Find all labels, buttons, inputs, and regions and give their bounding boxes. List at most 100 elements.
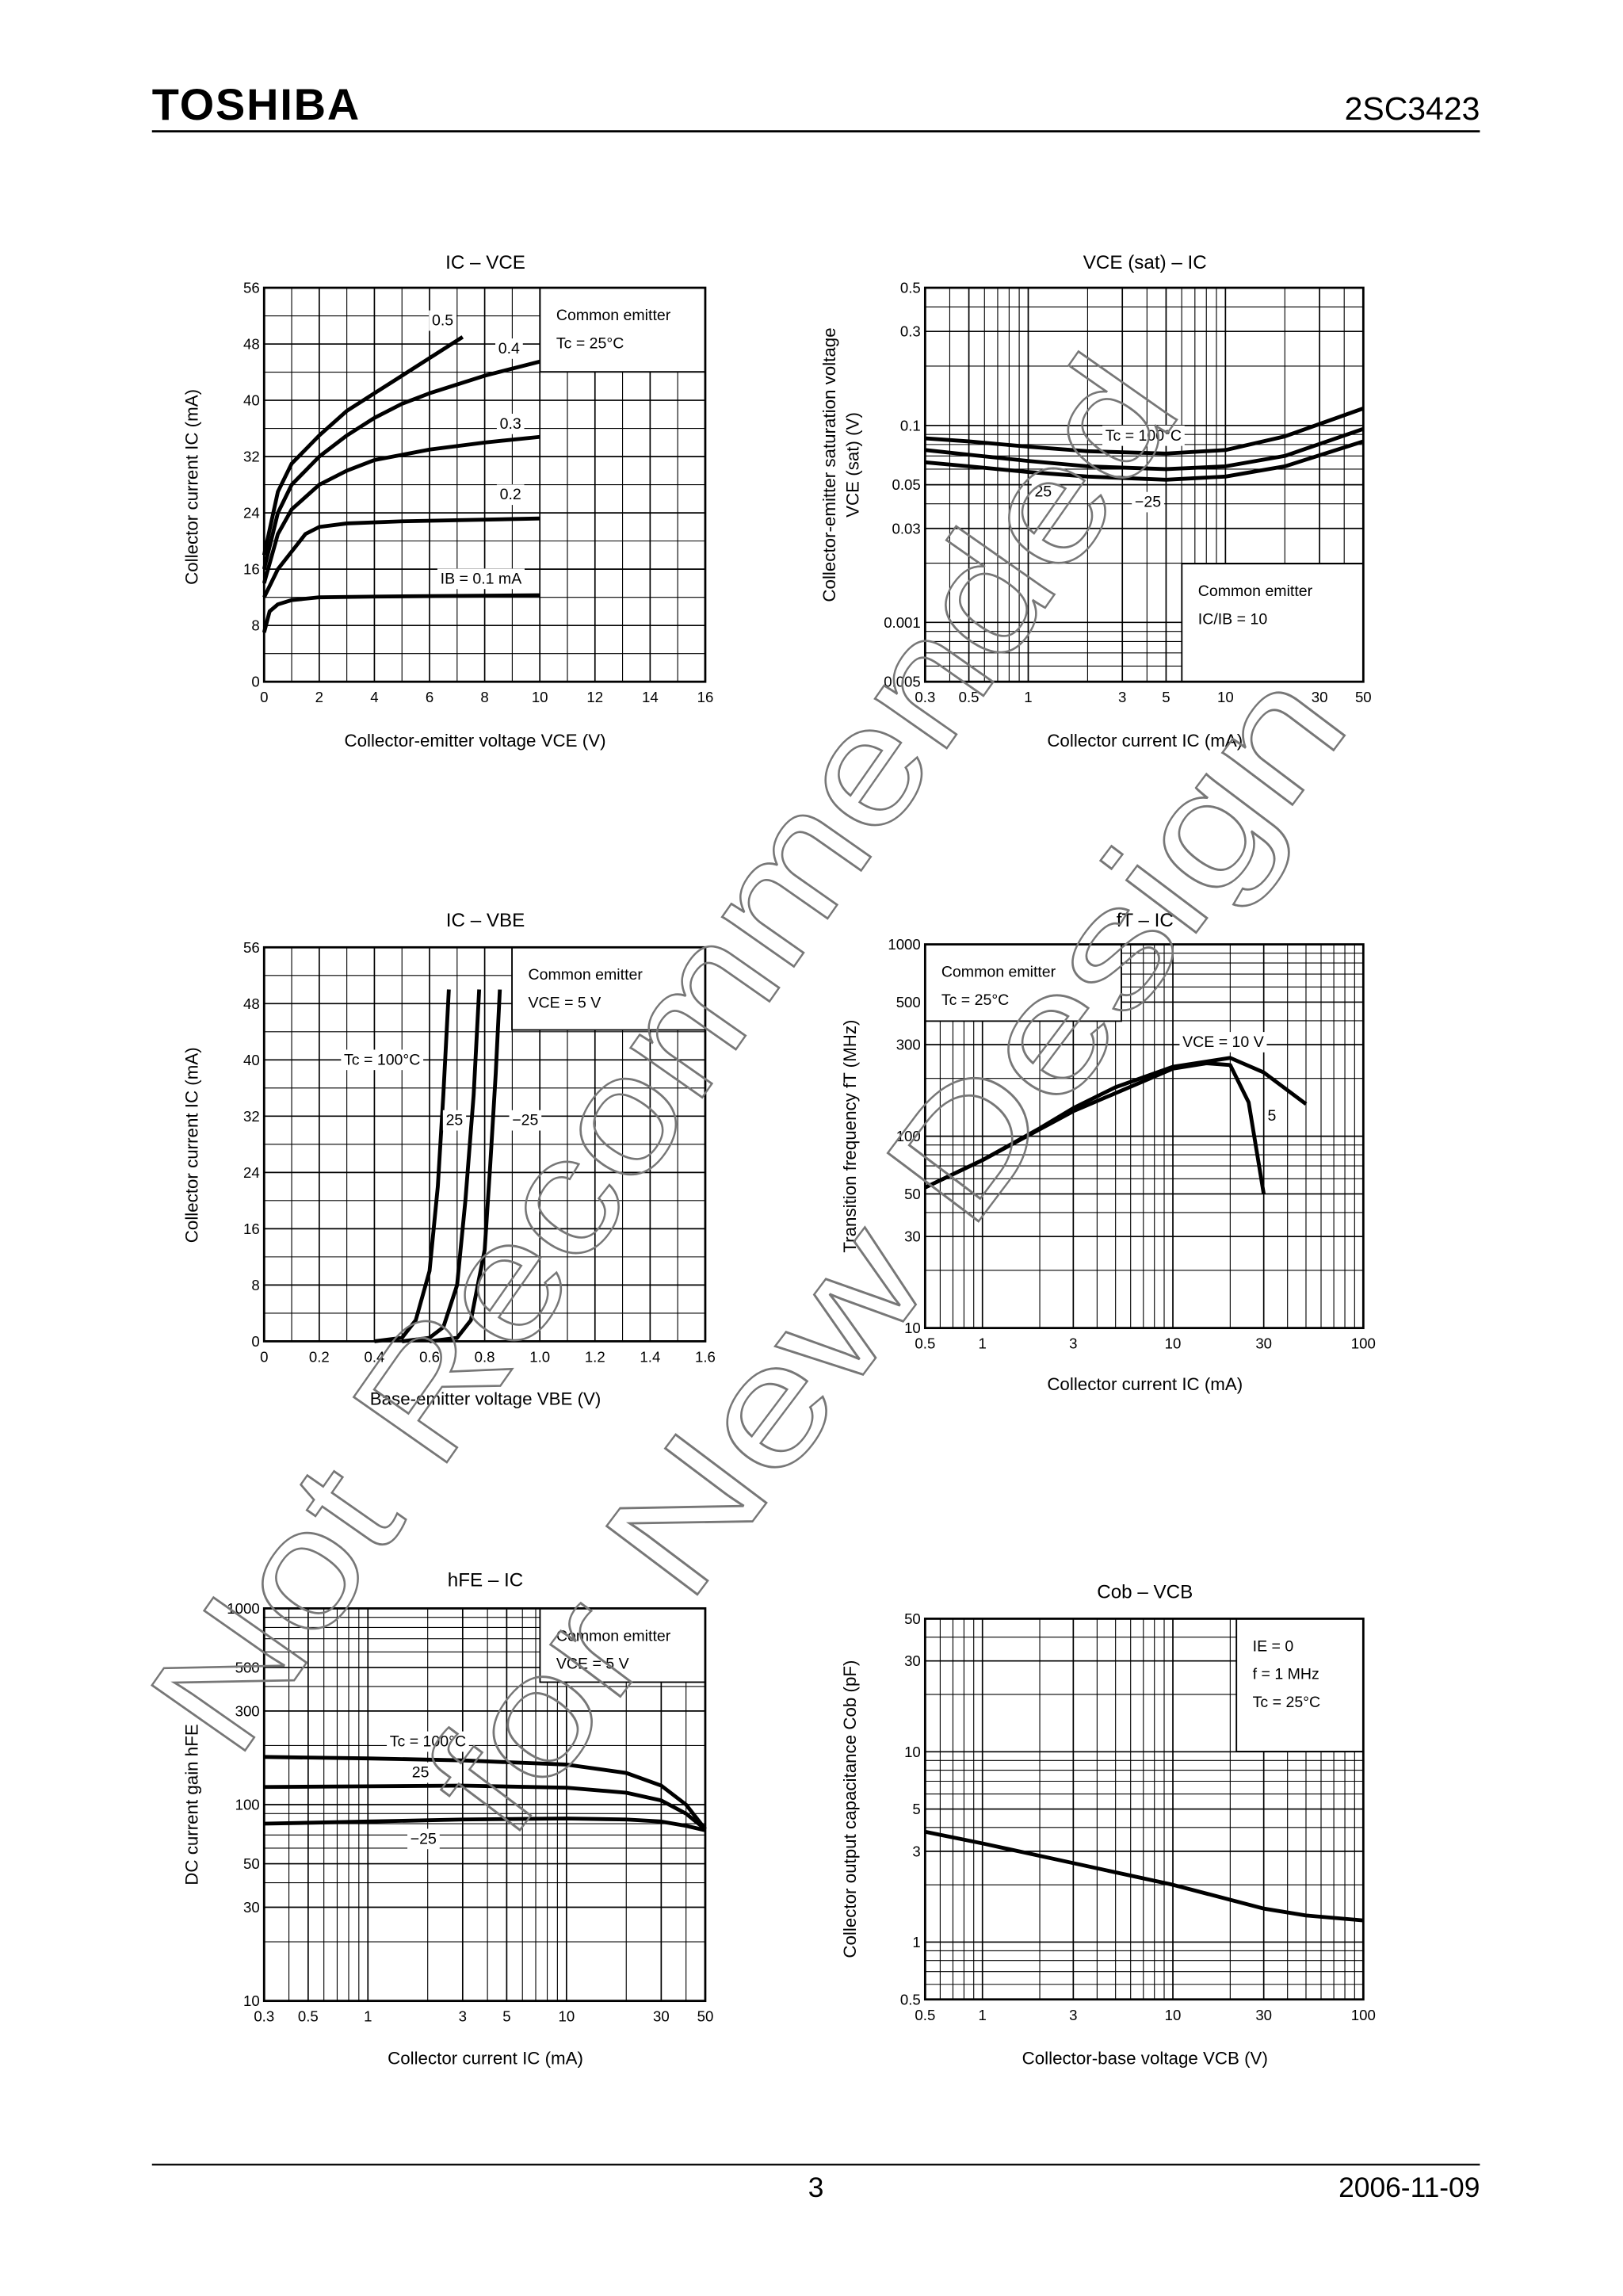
x-tick-label: 10 (558, 2008, 575, 2025)
curve (925, 426, 1365, 472)
x-tick-label: 10 (1165, 1335, 1182, 1352)
curve-label-bg (409, 1762, 433, 1783)
x-tick-label: 12 (586, 689, 603, 705)
y-tick-label: 0 (251, 1333, 259, 1350)
y-tick-label: 10 (904, 1320, 921, 1336)
curve-label: 5 (1267, 1107, 1276, 1125)
curve-label: −25 (1135, 494, 1161, 511)
curve-label-bg (496, 414, 525, 434)
y-tick-label: 0 (251, 674, 259, 690)
annotation: IC/IB = 10 (1198, 611, 1268, 628)
y-tick-label: 30 (904, 1652, 921, 1669)
curve-label-bg (1031, 481, 1056, 502)
y-tick-label: 0.5 (900, 1991, 921, 2008)
annotation: Tc = 25°C (556, 334, 624, 352)
y-tick-label: 1000 (888, 936, 920, 953)
curve-label: 0.5 (432, 312, 453, 330)
chart-title: IC – VCE (445, 252, 525, 273)
chart: 0.3 0.5 1 3 5 10 30 50 0.005 0.001 0.03 0.05 0.1 0.3 0… (819, 252, 1372, 751)
y-tick-label: 48 (243, 995, 260, 1012)
y-tick-label: 10 (243, 1992, 260, 2009)
y-tick-label: 300 (235, 1702, 260, 1719)
curve-label: Tc = 100°C (1106, 427, 1182, 445)
y-tick-label: 56 (243, 280, 260, 296)
part-number: 2SC3423 (1345, 90, 1480, 127)
annotation: Common emitter (556, 307, 671, 324)
x-tick-label: 50 (1355, 689, 1372, 705)
y-tick-label: 0.001 (884, 614, 921, 631)
x-tick-label: 0 (260, 689, 268, 705)
x-tick-label: 3 (1069, 1335, 1077, 1352)
curve-label: 0.3 (500, 415, 521, 433)
curve-label-bg (407, 1828, 440, 1850)
y-tick-label: 3 (912, 1843, 920, 1859)
y-tick-label: 0.05 (892, 476, 921, 493)
curve (262, 516, 540, 598)
issue-date: 2006-11-09 (1338, 2172, 1480, 2203)
curve-label-bg (1132, 491, 1164, 513)
y-tick-label: 24 (243, 505, 260, 521)
curve (374, 989, 451, 1343)
y-tick-label: 50 (904, 1610, 921, 1627)
curve-label-bg (429, 310, 456, 331)
x-tick-label: 5 (502, 2008, 510, 2025)
x-tick-label: 10 (1217, 689, 1234, 705)
chart: 0 0.2 0.4 0.6 0.8 1.0 1.2 1.4 1.6 0 8 16 24 32 40 48 56 C… (181, 910, 715, 1408)
plot-frame (923, 943, 1365, 1330)
y-tick-label: 10 (904, 1744, 921, 1760)
y-tick-label: 8 (251, 617, 259, 634)
curve (925, 407, 1365, 456)
x-tick-label: 30 (1255, 2007, 1272, 2023)
x-axis-label: Collector current IC (mA) (1047, 1374, 1243, 1394)
annotation-box (539, 1607, 706, 1683)
curve-label-bg (496, 484, 525, 506)
x-tick-label: 1.4 (640, 1348, 660, 1365)
y-tick-label: 1 (912, 1934, 920, 1950)
y-tick-label: 5 (912, 1801, 920, 1817)
x-tick-label: 0.5 (959, 689, 980, 705)
curve-label-bg (1264, 1106, 1280, 1126)
curve-label-bg (1102, 425, 1185, 446)
annotation: Tc = 25°C (1253, 1694, 1320, 1711)
x-tick-label: 3 (459, 2008, 467, 2025)
curve-label: 0.4 (498, 340, 520, 357)
x-tick-label: 10 (1165, 2007, 1182, 2023)
plot-frame (262, 946, 707, 1343)
x-tick-label: 1 (364, 2008, 372, 2025)
x-tick-label: 50 (697, 2008, 714, 2025)
y-tick-label: 30 (243, 1899, 260, 1916)
x-tick-label: 0.5 (298, 2008, 319, 2025)
chart-title: hFE – IC (448, 1569, 523, 1591)
page-number: 3 (808, 2172, 824, 2203)
y-axis-label: DC current gain hFE (181, 1724, 201, 1885)
plot-frame (262, 286, 707, 683)
y-tick-label: 48 (243, 336, 260, 353)
curve-label: 25 (1034, 483, 1052, 501)
annotation-box (924, 943, 1122, 1022)
x-axis-label: Base-emitter voltage VBE (V) (370, 1389, 601, 1408)
y-tick-label: 1000 (227, 1600, 259, 1617)
x-axis-label: Collector-emitter voltage VCE (V) (344, 731, 605, 751)
curve-label: −25 (411, 1830, 437, 1847)
x-tick-label: 30 (653, 2008, 670, 2025)
y-tick-label: 0.005 (884, 674, 921, 690)
x-tick-label: 0.3 (915, 689, 935, 705)
plot-frame (923, 286, 1365, 683)
x-tick-label: 0.2 (309, 1348, 330, 1365)
curve-label-bg (387, 1731, 469, 1752)
annotation: Common emitter (1198, 583, 1313, 600)
chart: 0.5 1 3 10 30 100 0.5 1 3 5 10 30 50 IE = 0 f = 1 MHz T… (840, 1581, 1376, 2068)
curve-label: 25 (446, 1112, 464, 1129)
x-tick-label: 0 (260, 1348, 268, 1365)
y-tick-label: 100 (235, 1797, 260, 1813)
y-tick-label: 500 (896, 994, 921, 1010)
curve (924, 1061, 1266, 1194)
y-tick-label: 16 (243, 561, 260, 578)
y-tick-label: 50 (243, 1855, 260, 1872)
curve (262, 434, 540, 584)
curve-label-bg (442, 1110, 467, 1131)
x-tick-label: 1.0 (529, 1348, 550, 1365)
chart-title: VCE (sat) – IC (1083, 252, 1207, 273)
x-tick-label: 0.4 (364, 1348, 384, 1365)
chart-title: fT – IC (1117, 910, 1174, 931)
